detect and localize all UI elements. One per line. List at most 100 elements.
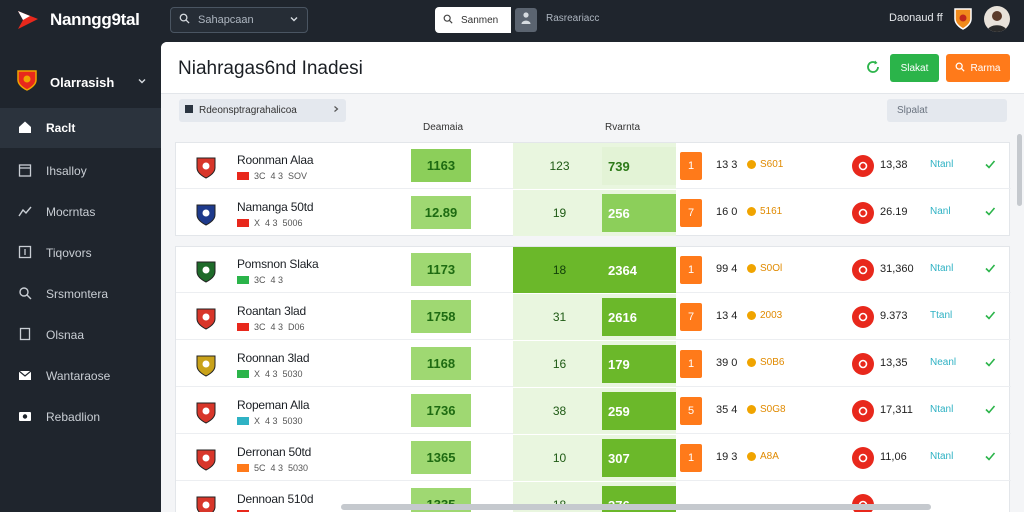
highlight-cell[interactable]: 739 xyxy=(602,147,676,185)
flag-icon xyxy=(237,172,249,180)
table-row[interactable]: Pomsnon Slaka 3C 4 3 1173 18 2364 1 99 4 S0Ol 31,… xyxy=(176,247,1011,293)
team-meta-1: X xyxy=(254,218,261,228)
check-icon[interactable] xyxy=(984,261,996,279)
flag-icon xyxy=(237,370,249,378)
sidebar-item-rebadlion[interactable]: Rebadlion xyxy=(0,397,161,437)
score-cell[interactable]: 1758 xyxy=(411,300,471,333)
score-cell[interactable]: 1163 xyxy=(411,149,471,182)
target-icon[interactable] xyxy=(852,353,874,375)
refresh-icon[interactable] xyxy=(865,59,881,80)
chevron-down-icon[interactable] xyxy=(137,73,147,91)
table-row[interactable]: Namanga 50td X 4 3 5006 12.89 19 256 7 16 0 5161 2… xyxy=(176,190,1011,236)
score-cell[interactable]: 1173 xyxy=(411,253,471,286)
user-avatar[interactable] xyxy=(984,6,1010,32)
chevron-down-icon[interactable] xyxy=(289,14,299,27)
team-meta: 3C 4 3 D06 xyxy=(237,322,305,332)
team-meta-1: 3C xyxy=(254,275,266,285)
score-cell[interactable]: 12.89 xyxy=(411,196,471,229)
stat-value: 13 3 xyxy=(716,159,738,171)
coin-icon xyxy=(747,452,756,461)
team-meta-3: 5030 xyxy=(282,416,303,426)
brand[interactable]: Nanngg9tal xyxy=(16,9,140,31)
sidebar-item-label: Olsnaa xyxy=(46,328,85,342)
green-action-button[interactable]: Slakat xyxy=(890,54,939,82)
coin-value: S0G8 xyxy=(760,404,786,415)
target-icon[interactable] xyxy=(852,202,874,224)
sidebar-item-raclt[interactable]: Raclt xyxy=(0,108,161,148)
table-row[interactable]: Derronan 50td 5C 4 3 5030 1365 10 307 1 19 3 A8A 1… xyxy=(176,435,1011,481)
sidebar-header[interactable]: Olarrasish xyxy=(0,62,161,102)
table-row[interactable]: Roonnan 3lad X 4 3 5030 1168 16 179 1 39 0 S0B6 13… xyxy=(176,341,1011,387)
filter-chip[interactable]: Rdeonsptragrahalicoa xyxy=(179,99,346,122)
stats-icon xyxy=(18,245,32,262)
table-row[interactable]: Ropeman Alla X 4 3 5030 1736 38 259 5 35 4 S0G8 17… xyxy=(176,388,1011,434)
column-header-1[interactable]: Deamaia xyxy=(423,122,464,133)
team-meta-2: 4 3 xyxy=(270,322,284,332)
highlight-cell[interactable]: 179 xyxy=(602,345,676,383)
check-icon[interactable] xyxy=(984,308,996,326)
sidebar-item-olsnaa[interactable]: Olsnaa xyxy=(0,315,161,355)
person-button[interactable] xyxy=(515,8,537,32)
check-icon[interactable] xyxy=(984,204,996,222)
team-logo-icon xyxy=(194,306,218,330)
coin-value: S601 xyxy=(760,159,784,170)
sidebar-item-wantaraose[interactable]: Wantaraose xyxy=(0,356,161,396)
team-meta-2: 4 3 xyxy=(270,275,284,285)
center-label: Rasreariacc xyxy=(546,13,600,24)
home-icon xyxy=(18,120,32,137)
target-icon[interactable] xyxy=(852,447,874,469)
check-icon[interactable] xyxy=(984,157,996,175)
team-meta-3: 5006 xyxy=(282,218,303,228)
target-icon[interactable] xyxy=(852,306,874,328)
center-search-input[interactable]: Sanmen xyxy=(435,7,511,33)
flag-icon xyxy=(237,219,249,227)
team-name: Namanga 50td xyxy=(237,200,314,214)
value-text: 19 xyxy=(552,206,567,220)
score-cell[interactable]: 1736 xyxy=(411,394,471,427)
team-name: Roantan 3lad xyxy=(237,304,306,318)
flag-icon xyxy=(237,510,249,512)
team-meta: X 4 3 5030 xyxy=(237,416,303,426)
user-name[interactable]: Daonaud ff xyxy=(889,12,943,24)
highlight-cell[interactable]: 2616 xyxy=(602,298,676,336)
sidebar-item-mocrntas[interactable]: Mocrntas xyxy=(0,192,161,232)
vertical-scrollbar[interactable] xyxy=(1017,134,1022,206)
team-meta-1: 3C xyxy=(254,322,266,332)
column-header-2[interactable]: Rvarnta xyxy=(605,122,641,133)
team-name: Roonman Alaa xyxy=(237,153,314,167)
rank-badge: 1 xyxy=(680,350,702,378)
score-cell[interactable]: 1168 xyxy=(411,347,471,380)
highlight-cell[interactable]: 2364 xyxy=(602,251,676,289)
calendar-icon xyxy=(18,163,32,180)
check-icon[interactable] xyxy=(984,355,996,373)
sidebar-item-tiqovors[interactable]: Tiqovors xyxy=(0,233,161,273)
global-search-input[interactable]: Sahapcaan xyxy=(170,7,308,33)
brand-logo-icon xyxy=(16,9,40,31)
value-text: 16 xyxy=(552,357,567,371)
coin-value: S0Ol xyxy=(760,263,783,274)
table-row[interactable]: Roonman Alaa 3C 4 3 SOV 1163 123 739 1 13 3 S601 1… xyxy=(176,143,1011,189)
score-cell[interactable]: 1365 xyxy=(411,441,471,474)
highlight-cell[interactable]: 259 xyxy=(602,392,676,430)
target-icon[interactable] xyxy=(852,259,874,281)
sidebar-item-ihsalloy[interactable]: Ihsalloy xyxy=(0,151,161,191)
table-search-input[interactable]: Slpalat xyxy=(887,99,1007,122)
target-icon[interactable] xyxy=(852,155,874,177)
coin-stat: 2003 xyxy=(747,310,782,321)
highlight-cell[interactable]: 256 xyxy=(602,194,676,232)
table-row[interactable]: Roantan 3lad 3C 4 3 D06 1758 31 2616 7 13 4 2003 9… xyxy=(176,294,1011,340)
person-icon xyxy=(520,11,532,30)
target-icon[interactable] xyxy=(852,400,874,422)
team-meta-2: 4 3 xyxy=(265,416,278,426)
total-value: 13,38 xyxy=(880,159,908,171)
highlight-cell[interactable]: 307 xyxy=(602,439,676,477)
team-logo-icon xyxy=(194,202,218,226)
sidebar-item-srsmontera[interactable]: Srsmontera xyxy=(0,274,161,314)
horizontal-scrollbar[interactable] xyxy=(341,504,931,510)
check-icon[interactable] xyxy=(984,449,996,467)
team-meta xyxy=(237,510,264,512)
orange-search-button[interactable]: Rarma xyxy=(946,54,1010,82)
check-icon[interactable] xyxy=(984,402,996,420)
coin-icon xyxy=(747,358,756,367)
coin-icon xyxy=(747,405,756,414)
